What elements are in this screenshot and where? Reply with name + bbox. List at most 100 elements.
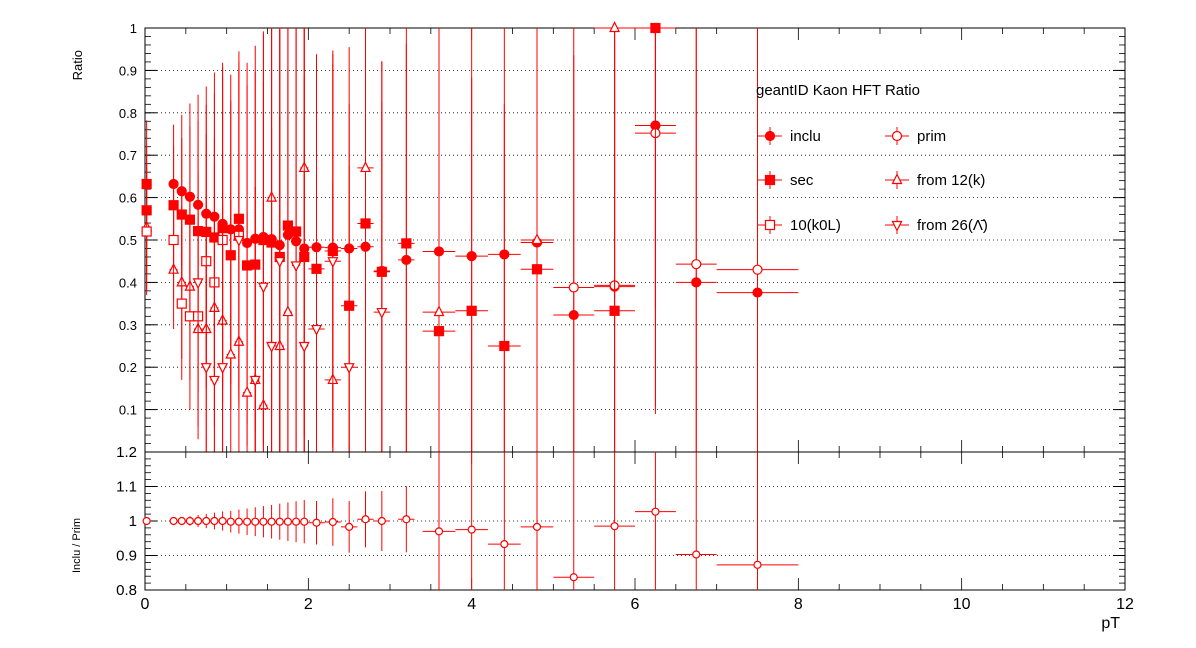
- data-point: [249, 375, 261, 387]
- top-y-tick-label: 0.3: [119, 318, 137, 333]
- data-point: [169, 516, 178, 526]
- x-tick-label: 0: [141, 596, 150, 613]
- data-point: [466, 305, 477, 316]
- x-tick-label: 10: [953, 596, 971, 613]
- legend-label: prim: [917, 128, 946, 145]
- data-point: [609, 21, 621, 33]
- top-y-tick-label: 0.6: [119, 191, 137, 206]
- data-point: [691, 259, 702, 270]
- data-point: [241, 385, 253, 397]
- data-point: [267, 517, 276, 526]
- bottom-y-axis-label: Inclu / Prim: [71, 518, 83, 573]
- data-point: [141, 226, 152, 237]
- data-point: [500, 540, 509, 549]
- data-point: [234, 517, 244, 526]
- data-point: [282, 305, 294, 317]
- data-point: [208, 375, 220, 387]
- data-point: [434, 527, 444, 536]
- data-point: [312, 518, 321, 527]
- data-point: [210, 516, 219, 526]
- legend-label: from 12(k): [917, 172, 985, 189]
- x-tick-label: 2: [304, 596, 313, 613]
- x-tick-label: 8: [794, 596, 803, 613]
- data-point: [266, 341, 278, 353]
- top-y-tick-label: 0.9: [119, 63, 137, 78]
- data-point: [328, 517, 337, 527]
- legend-label: sec: [790, 172, 814, 189]
- top-y-tick-label: 0.2: [119, 360, 137, 375]
- top-y-tick-label: 0.5: [119, 233, 137, 248]
- bottom-y-tick-label: 0.8: [116, 582, 137, 599]
- top-y-tick-label: 0.1: [119, 403, 137, 418]
- data-point: [177, 516, 186, 526]
- data-point: [401, 238, 412, 249]
- data-point: [291, 517, 301, 526]
- legend-label: 10(k0L): [790, 217, 841, 234]
- top-y-tick-label: 1: [130, 21, 137, 36]
- data-point: [651, 507, 660, 516]
- data-point: [752, 264, 763, 275]
- data-point: [233, 235, 245, 247]
- top-y-tick-label: 0.8: [119, 106, 137, 121]
- data-point: [753, 560, 762, 569]
- legend-label: from 26(Λ̄): [917, 217, 988, 234]
- data-point: [360, 161, 371, 173]
- data-point: [327, 257, 339, 269]
- data-point: [532, 522, 542, 531]
- data-point: [610, 522, 619, 531]
- data-point: [193, 516, 203, 526]
- top-panel: 0.1 0.2 0.3 0.4 0.5 0.6 0.7 0.8 0.9 1 Ratio geant…: [70, 21, 1126, 453]
- data-point: [290, 261, 302, 273]
- bottom-y-ticks: 0.8 0.9 1 1.1 1.2: [116, 444, 1125, 599]
- legend: inclu prim sec from 12(k) 10(k0L) from 26(Λ̄): [758, 127, 988, 234]
- legend-marker: [764, 219, 776, 231]
- data-point: [376, 307, 388, 319]
- data-point: [275, 517, 284, 526]
- bottom-gridlines: [145, 486, 1125, 556]
- data-point: [300, 517, 309, 526]
- data-point: [217, 363, 229, 375]
- data-point: [345, 522, 354, 531]
- data-point: [176, 298, 187, 309]
- bottom-x-ticks: 0 2 4 6 8 10 12: [141, 452, 1134, 613]
- bottom-y-tick-label: 1.1: [116, 479, 137, 496]
- data-point: [650, 22, 661, 34]
- top-y-axis-label: Ratio: [70, 50, 85, 80]
- data-point: [242, 517, 252, 526]
- data-point: [168, 234, 179, 246]
- data-point: [251, 517, 260, 526]
- top-y-tick-label: 0.4: [119, 275, 137, 290]
- bottom-y-tick-label: 0.9: [116, 548, 137, 565]
- data-point: [142, 516, 151, 526]
- data-point: [226, 517, 235, 526]
- legend-marker: [891, 173, 903, 185]
- top-y-ticks: 0.1 0.2 0.3 0.4 0.5 0.6 0.7 0.8 0.9 1: [119, 21, 1125, 444]
- legend-label: inclu: [790, 128, 821, 145]
- bottom-y-tick-label: 1.2: [116, 444, 137, 461]
- data-point: [499, 340, 510, 352]
- data-point: [311, 324, 322, 336]
- series-from-26-: [192, 28, 390, 452]
- bottom-y-tick-label: 1: [129, 513, 137, 530]
- x-tick-label: 6: [631, 596, 640, 613]
- data-point: [343, 363, 355, 375]
- data-point: [218, 516, 227, 526]
- top-y-tick-label: 0.7: [119, 148, 137, 163]
- bottom-data-points: [142, 452, 799, 590]
- data-point: [531, 233, 543, 245]
- data-point: [283, 517, 293, 526]
- x-tick-label: 4: [467, 596, 476, 613]
- bottom-panel: 0.8 0.9 1 1.1 1.2 0 2 4 6 8 10 12 Inclu / Prim pT: [71, 444, 1134, 632]
- data-point: [569, 573, 578, 582]
- data-point: [361, 515, 370, 524]
- legend-marker: [891, 220, 903, 232]
- ratio-series: [142, 452, 799, 590]
- data-point: [609, 305, 620, 316]
- x-axis-label: pT: [1101, 615, 1120, 632]
- data-point: [402, 515, 411, 524]
- data-point: [202, 516, 211, 526]
- legend-marker: [891, 130, 903, 142]
- data-point: [433, 305, 445, 317]
